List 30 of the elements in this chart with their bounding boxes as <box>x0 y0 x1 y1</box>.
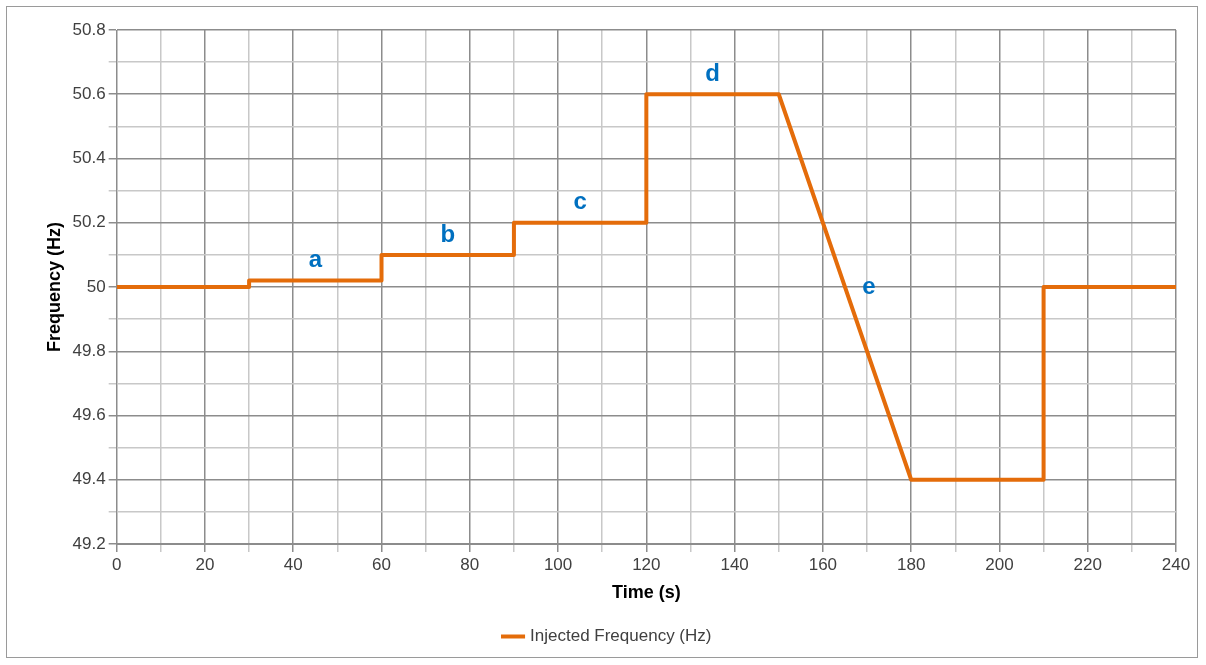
y-tick-label: 50.4 <box>72 148 106 168</box>
x-tick-label: 220 <box>1073 554 1102 574</box>
x-tick-label: 60 <box>372 554 391 574</box>
x-tick-label: 200 <box>985 554 1014 574</box>
y-tick-label: 50.8 <box>72 19 106 39</box>
x-axis-title: Time (s) <box>612 582 681 603</box>
y-tick-label: 49.6 <box>72 405 106 425</box>
legend-label: Injected Frequency (Hz) <box>530 626 712 646</box>
x-tick-label: 180 <box>896 554 926 574</box>
annotation: c <box>573 187 587 215</box>
y-tick-label: 50 <box>86 276 106 296</box>
x-tick-label: 140 <box>720 554 749 574</box>
annotation: a <box>308 245 323 273</box>
x-tick-label: 40 <box>283 554 303 574</box>
x-tick-label: 80 <box>460 554 480 574</box>
x-tick-label: 240 <box>1161 554 1191 574</box>
annotation: d <box>705 58 720 86</box>
x-tick-label: 120 <box>632 554 661 574</box>
annotation: e <box>862 271 876 299</box>
y-tick-label: 50.2 <box>72 212 106 232</box>
y-axis-title: Frequency (Hz) <box>43 221 64 353</box>
annotation: b <box>440 219 456 247</box>
x-tick-label: 20 <box>195 554 215 574</box>
y-tick-label: 50.6 <box>72 83 106 103</box>
y-tick-label: 49.2 <box>72 533 106 553</box>
y-tick-label: 49.8 <box>72 340 106 360</box>
x-tick-label: 0 <box>111 554 122 574</box>
x-tick-label: 100 <box>543 554 573 574</box>
y-tick-label: 49.4 <box>72 469 106 489</box>
x-tick-label: 160 <box>808 554 838 574</box>
